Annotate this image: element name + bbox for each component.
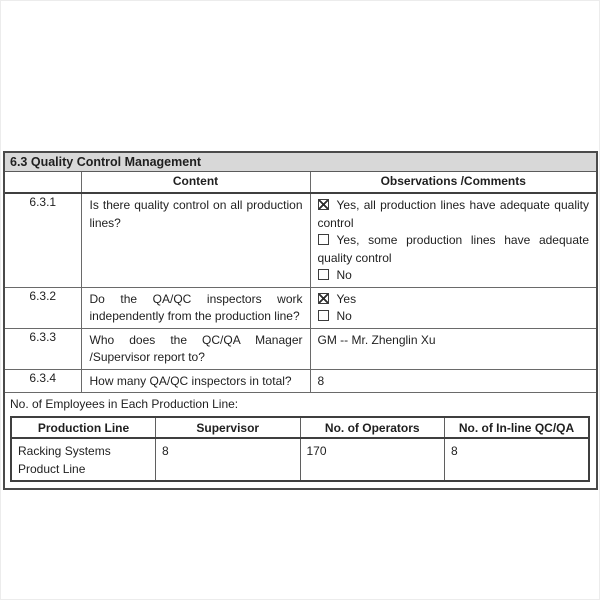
question-id: 6.3.1 xyxy=(5,192,82,288)
employees-header-production-line: Production Line xyxy=(10,416,156,439)
observations-cell: Yes No xyxy=(309,286,596,329)
qa-header-observations: Observations /Comments xyxy=(309,172,596,194)
answer-option: No xyxy=(317,267,590,285)
answer-option-label: Yes, some production lines have adequate… xyxy=(317,233,590,265)
question-text: How many QA/QC inspectors in total? xyxy=(80,368,311,393)
table-row: Racking Systems Product Line 8 170 8 xyxy=(10,437,590,482)
qa-header-empty-cell xyxy=(5,172,82,194)
answer-option-label: No xyxy=(336,268,352,282)
question-text: Is there quality control on all producti… xyxy=(80,192,311,288)
table-row: 6.3.3 Who does the QC/QA Manager /Superv… xyxy=(5,327,596,370)
employees-section-label: No. of Employees in Each Production Line… xyxy=(10,397,239,411)
checkbox-checked-icon xyxy=(317,199,329,210)
table-row: 6.3.1 Is there quality control on all pr… xyxy=(5,192,596,288)
employees-table: Production Line Supervisor No. of Operat… xyxy=(10,416,590,482)
checkbox-unchecked-icon xyxy=(317,269,329,280)
table-row: 6.3.4 How many QA/QC inspectors in total… xyxy=(5,368,596,393)
table-row: 6.3.2 Do the QA/QC inspectors work indep… xyxy=(5,286,596,329)
question-id: 6.3.2 xyxy=(5,286,82,329)
answer-text: 8 xyxy=(309,368,596,393)
employees-header-inline-qcqa: No. of In-line QC/QA xyxy=(444,416,590,439)
answer-option: Yes xyxy=(317,291,590,309)
checkbox-unchecked-icon xyxy=(317,234,329,245)
qa-table: Content Observations /Comments 6.3.1 Is … xyxy=(5,172,596,393)
observations-cell: Yes, all production lines have adequate … xyxy=(309,192,596,288)
checkbox-unchecked-icon xyxy=(317,310,329,321)
question-id: 6.3.4 xyxy=(5,368,82,393)
answer-option-label: Yes, all production lines have adequate … xyxy=(317,198,590,230)
employees-cell-supervisor: 8 xyxy=(155,437,301,482)
quality-control-section: 6.3 Quality Control Management Content O… xyxy=(3,151,598,490)
section-title: 6.3 Quality Control Management xyxy=(5,153,596,172)
employees-header-operators: No. of Operators xyxy=(299,416,445,439)
section-bottom-spacer xyxy=(5,482,596,488)
question-text: Who does the QC/QA Manager /Supervisor r… xyxy=(80,327,311,370)
employees-cell-production-line: Racking Systems Product Line xyxy=(10,437,156,482)
employees-table-header-row: Production Line Supervisor No. of Operat… xyxy=(10,416,590,439)
answer-option-label: No xyxy=(336,309,352,323)
qa-header-content: Content xyxy=(80,172,311,194)
answer-option: Yes, some production lines have adequate… xyxy=(317,232,590,267)
qa-table-header-row: Content Observations /Comments xyxy=(5,172,596,194)
answer-option: No xyxy=(317,308,590,326)
question-text: Do the QA/QC inspectors work independent… xyxy=(80,286,311,329)
answer-option-label: Yes xyxy=(336,291,357,306)
employees-cell-operators: 170 xyxy=(299,437,445,482)
employees-header-supervisor: Supervisor xyxy=(155,416,301,439)
answer-option: Yes, all production lines have adequate … xyxy=(317,197,590,232)
checkbox-checked-icon xyxy=(317,292,329,304)
answer-text: GM -- Mr. Zhenglin Xu xyxy=(309,327,596,370)
employees-cell-inline-qcqa: 8 xyxy=(444,437,590,482)
question-id: 6.3.3 xyxy=(5,327,82,370)
